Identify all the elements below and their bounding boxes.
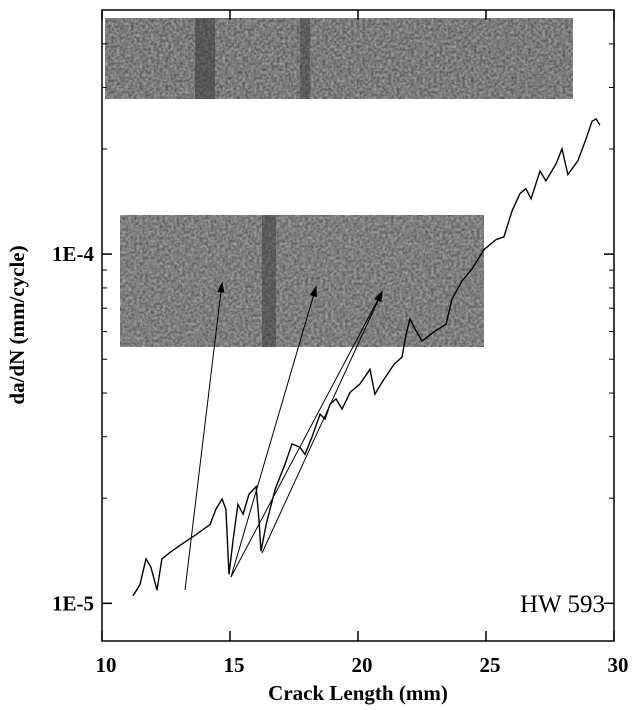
- arrows: [184, 281, 383, 591]
- arrow-head: [217, 281, 225, 293]
- data-line: [132, 117, 601, 597]
- y-tick-label: 1E-5: [52, 591, 94, 615]
- arrow-line: [230, 291, 383, 578]
- x-tick-label: 25: [480, 653, 501, 677]
- photo-middle: [120, 215, 484, 347]
- x-tick-label: 15: [224, 653, 245, 677]
- arrow-head: [309, 285, 317, 298]
- y-axis-label: da/dN (mm/cycle): [5, 245, 29, 404]
- x-tick-label: 20: [352, 653, 373, 677]
- y-tick-label: 1E-4: [52, 242, 95, 266]
- annotation: HW 593: [520, 591, 605, 618]
- x-tick-label: 10: [96, 653, 117, 677]
- arrow-line: [261, 291, 383, 554]
- arrow-line: [184, 282, 223, 591]
- arrow-head: [374, 290, 383, 303]
- arrow-line: [230, 286, 317, 578]
- x-axis-label: Crack Length (mm): [268, 681, 448, 705]
- x-tick-label: 30: [608, 653, 629, 677]
- photo-top: [105, 18, 573, 99]
